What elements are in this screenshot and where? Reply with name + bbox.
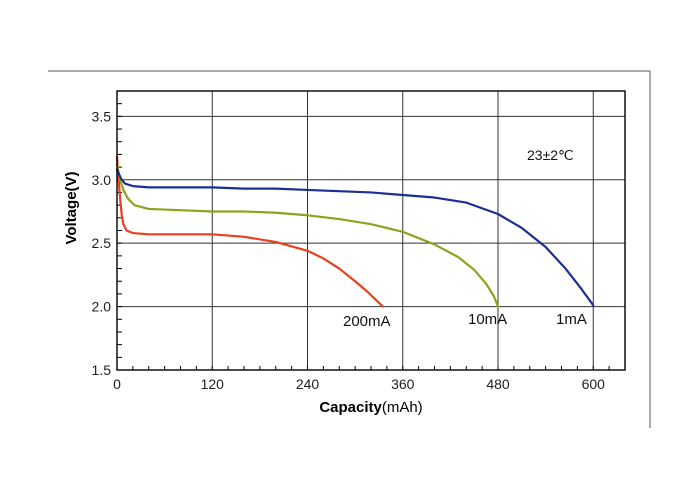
y-tick-label: 1.5 <box>92 362 112 378</box>
y-axis-title: Voltage(V) <box>63 171 80 244</box>
y-axis-tick-labels: 1.5 2.0 2.5 3.0 3.5 <box>92 108 112 378</box>
series-line-10mA <box>115 163 500 308</box>
plot-border <box>116 90 626 371</box>
y-tick-label: 3.0 <box>92 172 112 188</box>
series-lines <box>115 155 595 308</box>
series-label-200mA: 200mA <box>343 313 391 330</box>
y-tick-label: 3.5 <box>92 108 112 124</box>
x-axis-tick-labels: 0 120 240 360 480 600 <box>113 376 605 392</box>
x-tick-label: 240 <box>296 376 320 392</box>
plot-area <box>117 91 625 370</box>
x-tick-label: 0 <box>113 376 121 392</box>
series-label-10mA: 10mA <box>468 311 507 328</box>
y-tick-label: 2.0 <box>92 299 112 315</box>
x-tick-label: 480 <box>486 376 510 392</box>
y-tick-label: 2.5 <box>92 235 112 251</box>
series-line-200mA <box>115 155 385 308</box>
x-tick-label: 360 <box>391 376 415 392</box>
temperature-annotation: 23±2℃ <box>527 147 574 163</box>
x-tick-label: 120 <box>201 376 225 392</box>
x-axis-title: Capacity(mAh) <box>319 399 422 416</box>
series-line-1mA <box>115 168 595 307</box>
series-label-1mA: 1mA <box>556 311 587 328</box>
x-axis-title-main: Capacity <box>319 399 382 416</box>
x-axis-title-unit: (mAh) <box>382 399 423 416</box>
x-tick-label: 600 <box>582 376 606 392</box>
